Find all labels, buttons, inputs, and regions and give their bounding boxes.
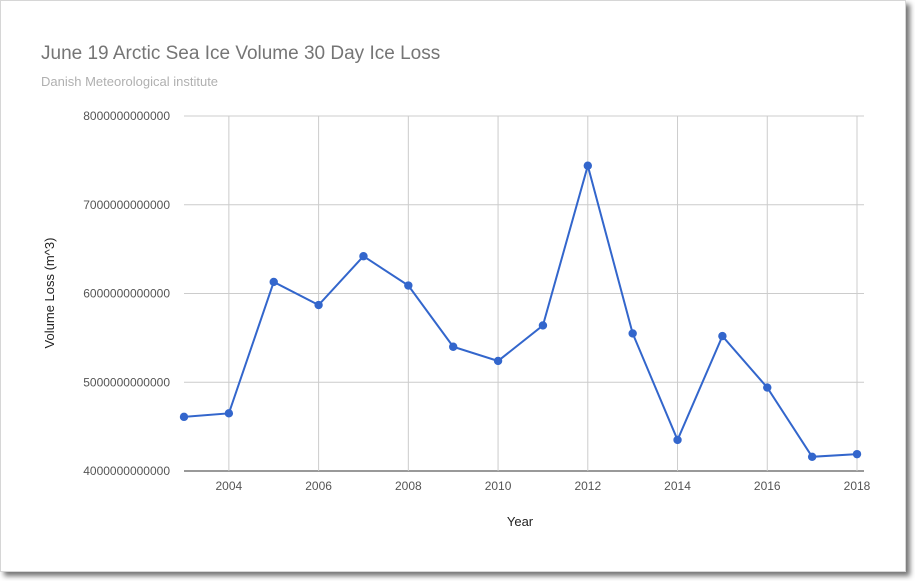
data-point [404,281,413,290]
line-chart: 4000000000000 5000000000000 6000000000000 7… [42,109,871,529]
x-tick-label: 2014 [664,479,691,493]
grid-lines [184,115,864,472]
series-line [183,161,858,458]
y-tick-label: 7000000000000 [83,198,170,212]
x-tick-label: 2016 [754,479,781,493]
data-point [583,161,592,170]
data-point [673,435,682,445]
y-tick-label: 4000000000000 [83,464,170,478]
x-axis-ticks: 2004 2006 2008 2010 2012 2014 2016 2018 [216,479,871,493]
chart-card: June 19 Arctic Sea Ice Volume 30 Day Ice… [0,0,906,572]
y-tick-label: 8000000000000 [83,109,170,123]
data-point [224,409,234,418]
data-point [493,356,503,366]
data-series [179,161,862,461]
chart-title: June 19 Arctic Sea Ice Volume 30 Day Ice… [41,43,441,64]
data-point [718,331,727,341]
data-point [628,329,637,338]
data-point [763,383,772,392]
data-point [179,412,189,422]
x-axis-title: Year [507,514,534,529]
data-point [807,452,817,461]
data-point [852,449,862,459]
data-point [449,342,458,351]
data-point [269,277,278,287]
data-point [538,321,548,330]
chart-subtitle: Danish Meteorological institute [41,74,219,89]
y-axis-title: Volume Loss (m^3) [42,238,57,349]
y-tick-label: 6000000000000 [83,287,170,301]
x-tick-label: 2004 [216,479,243,493]
data-point [359,252,368,261]
x-tick-label: 2006 [305,479,332,493]
y-axis-ticks: 4000000000000 5000000000000 6000000000000 7… [83,109,170,478]
data-point [314,300,323,310]
x-tick-label: 2018 [844,479,871,493]
x-tick-label: 2010 [485,479,512,493]
x-tick-label: 2012 [574,479,601,493]
x-tick-label: 2008 [395,479,422,493]
y-tick-label: 5000000000000 [83,375,170,389]
